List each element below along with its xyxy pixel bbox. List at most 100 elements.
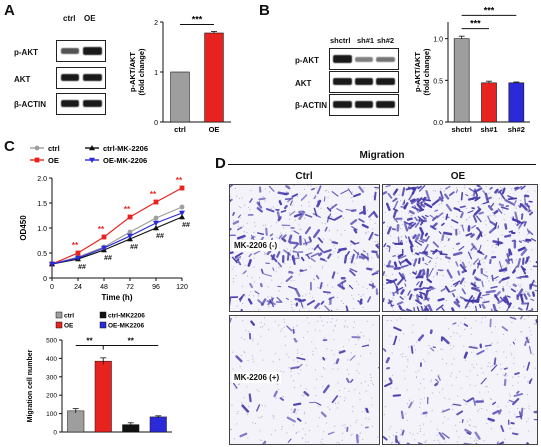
series-line [51,206,183,265]
point [153,215,159,221]
point [153,225,159,231]
y-tick-label: 0.5 [433,78,443,85]
significance-hash: ## [104,255,112,262]
point [89,145,95,151]
chart-c-line: ctrl OE ctrl-MK-2206 OE-MK-2206 0 0.5 1.0 1.5 2.… [19,144,190,302]
legend-swatch [99,311,107,319]
legend-label: OE [48,156,59,165]
title-divider [228,164,536,165]
y-axis-label: (fold change) [137,48,146,96]
panel-letter-a: A [4,2,15,19]
significance-label: *** [484,5,495,15]
legend-swatch [55,311,63,319]
micrograph-oe-minus [382,184,538,312]
y-tick-label: 1.0 [37,226,47,233]
y-axis-label: (fold change) [422,48,431,96]
row-label-plus: MK-2206 (+) [232,372,282,383]
chart-a-bar: ctrl OE 0 1 2 p-AKT/AKT (fold change) *** [128,15,231,134]
significance-label: ** [128,337,135,346]
significance-hash: ## [78,264,86,271]
x-tick-label: 120 [176,284,188,291]
y-axis-label: OD450 [19,215,28,241]
bar [149,416,167,433]
legend-label: ctrl [48,144,60,153]
y-tick-label: 0.0 [433,120,443,127]
y-tick-label: 2 [154,20,158,27]
point [127,229,133,235]
y-tick-label: 0 [53,430,57,437]
point [34,157,40,163]
y-tick-label: 1.0 [433,37,443,44]
western-blot-actin [56,93,106,115]
blot-row-label: AKT [295,79,312,88]
point [179,210,185,216]
x-tick-label: sh#1 [480,125,497,134]
point [75,255,81,261]
series-line [51,212,183,265]
point [75,250,81,256]
series-line [51,187,183,265]
y-tick-label: 400 [46,356,57,363]
x-tick-label: shctrl [451,125,471,134]
western-blot-actin [329,94,399,116]
point [179,214,185,220]
significance-hash: ## [156,233,164,240]
blot-row-label: p-AKT [295,56,319,65]
blot-row-label: AKT [14,75,31,84]
series-line [51,216,183,265]
x-axis-label: Time (h) [102,293,133,302]
significance-label: *** [470,19,481,29]
legend-label: ctrl-MK2206 [108,313,145,320]
blot-row-label: p-AKT [14,48,38,57]
col-label-oe: OE [450,171,466,182]
legend-label: OE-MK2206 [108,323,145,330]
x-tick-label: 24 [74,284,82,291]
bar [508,82,525,123]
point [34,145,40,151]
legend-label: ctrl-MK-2206 [103,144,148,153]
significance-star: ** [176,176,183,185]
y-tick-label: 300 [46,374,57,381]
western-blot-pakt [56,40,106,62]
bar [67,410,85,433]
legend-swatch [55,321,63,329]
significance-star: ** [72,241,79,250]
y-tick-label: 1.5 [37,201,47,208]
panel-letter-c: C [4,138,15,155]
y-tick-label: 0.5 [37,251,47,258]
y-axis-label: p-AKT/AKT [128,52,137,92]
y-tick-label: 1 [154,70,158,77]
significance-label: ** [86,337,93,346]
legend-label: OE [64,323,74,330]
point [127,214,133,220]
y-tick-label: 0 [154,120,158,127]
bar [170,71,190,123]
legend-label: OE-MK-2206 [103,156,147,165]
significance-hash: ## [130,244,138,251]
y-tick-label: 100 [46,411,57,418]
y-tick-label: 200 [46,393,57,400]
x-tick-label: 48 [100,284,108,291]
y-tick-label: 500 [46,338,57,345]
x-tick-label: 72 [126,284,134,291]
point [153,220,159,226]
bar [481,82,497,123]
legend-label: ctrl [64,313,74,320]
row-label-minus: MK-2206 (-) [232,240,280,251]
bar [204,32,224,123]
point [179,185,185,191]
lane-label: shctrl [330,36,351,45]
panel-letter-b: B [259,2,270,19]
blot-row-label: β-ACTIN [14,100,46,109]
x-tick-label: 0 [50,284,54,291]
significance-label: *** [192,15,203,25]
point [89,157,95,163]
x-tick-label: ctrl [174,125,186,134]
significance-hash: ## [182,222,190,229]
y-tick-label: 2.0 [37,176,47,183]
y-axis-label: Migration cell number [27,349,34,422]
micrograph-oe-plus [382,315,538,445]
bar [453,38,470,123]
lane-label: OE [84,14,96,23]
x-tick-label: OE [209,125,220,134]
